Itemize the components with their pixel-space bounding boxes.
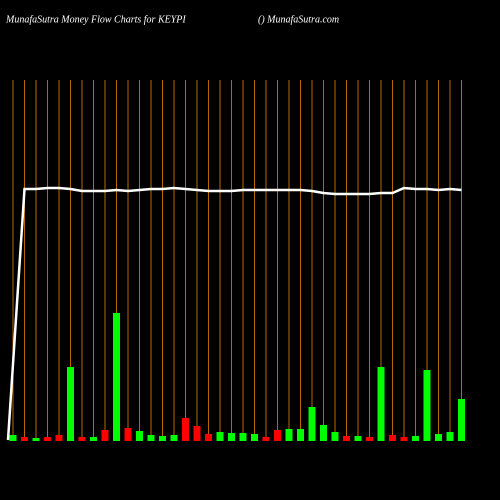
bar (182, 418, 189, 441)
bar (147, 435, 155, 441)
bar (458, 399, 465, 441)
bar (113, 313, 120, 441)
bar (400, 437, 408, 441)
bar (193, 426, 201, 441)
bar (285, 429, 293, 441)
bar (389, 435, 396, 441)
bar (274, 430, 281, 441)
bar (136, 431, 143, 441)
bar (78, 437, 86, 441)
bar (412, 436, 419, 441)
bar (446, 432, 454, 441)
chart-subtitle: () MunafaSutra.com (258, 14, 339, 25)
bar (159, 436, 166, 441)
money-flow-line (6, 186, 462, 441)
bar (9, 435, 17, 441)
bar (205, 434, 212, 441)
bar (32, 438, 40, 441)
bar (320, 425, 327, 441)
bar (55, 435, 63, 441)
bar (297, 429, 304, 441)
bar (354, 436, 362, 441)
bar (331, 432, 339, 441)
bar (262, 437, 270, 441)
bar (228, 433, 235, 441)
bar (423, 370, 431, 441)
bar (44, 437, 51, 441)
bar (21, 437, 28, 441)
bar (170, 435, 178, 441)
bar (67, 367, 74, 441)
bar (308, 407, 316, 441)
bar (216, 432, 224, 441)
bar (239, 433, 247, 441)
bar (101, 430, 109, 441)
bar (251, 434, 258, 441)
chart-title: MunafaSutra Money Flow Charts for KEYPI (5, 14, 186, 25)
bar (343, 436, 350, 441)
bar (435, 434, 442, 441)
bar (377, 367, 385, 441)
bar (90, 437, 97, 441)
bar (124, 428, 132, 441)
bar (366, 437, 373, 441)
